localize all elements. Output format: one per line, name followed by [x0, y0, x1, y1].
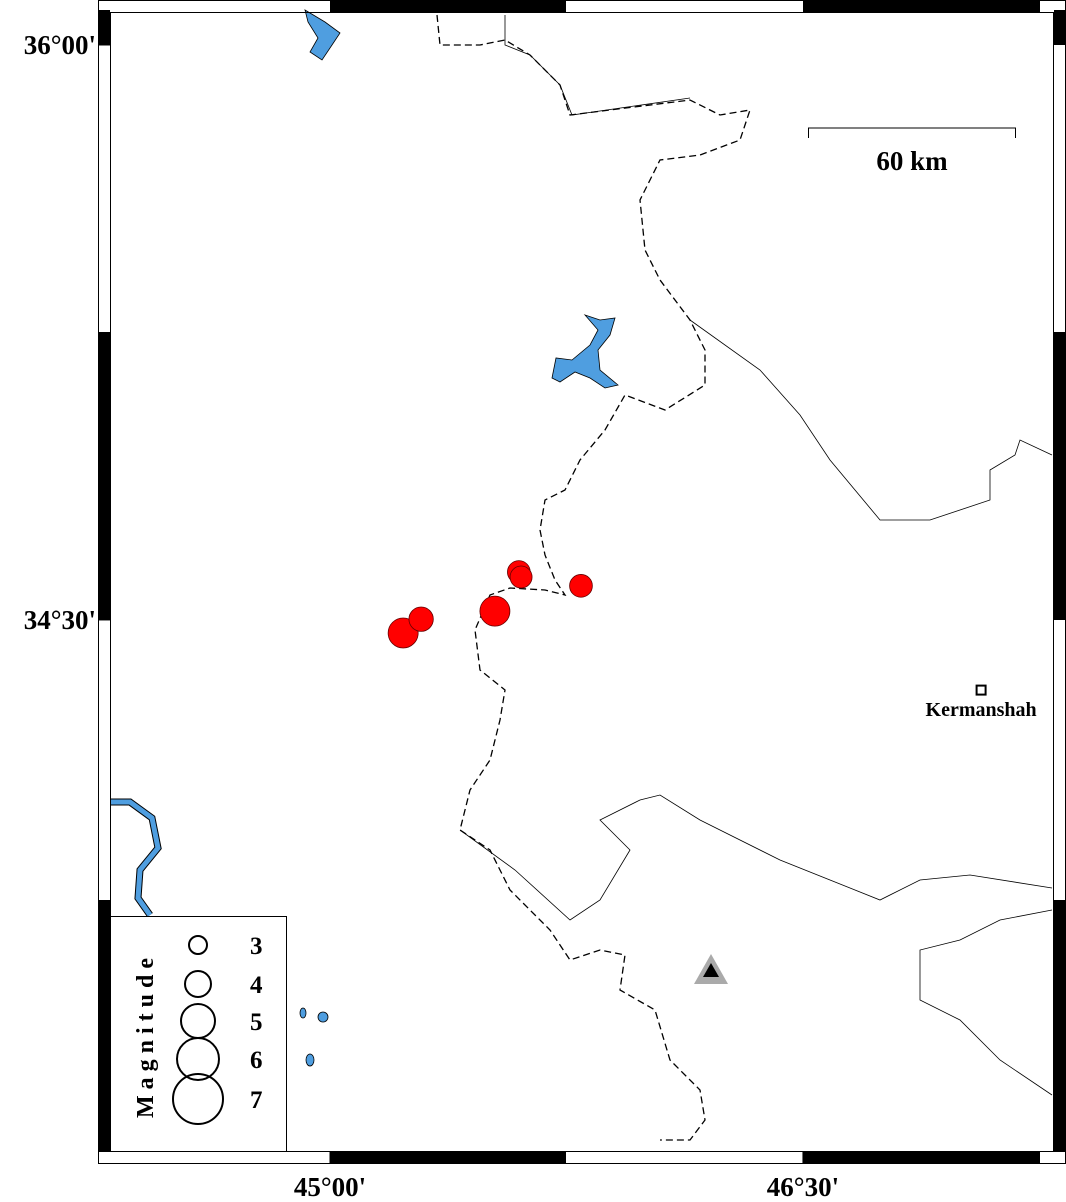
frame-bar	[330, 1152, 566, 1163]
lon-label: 46°30'	[767, 1172, 839, 1202]
frame-bar	[1054, 332, 1065, 620]
earthquake	[569, 574, 593, 598]
legend-label: 6	[250, 1047, 263, 1074]
frame-bar	[803, 1, 1040, 12]
legend-label: 5	[250, 1009, 263, 1036]
frame-bar	[99, 900, 110, 1152]
legend-title: Magnitude	[133, 952, 159, 1118]
city-marker	[975, 684, 987, 696]
frame-bar	[99, 332, 110, 620]
lake	[304, 9, 341, 61]
province-border	[919, 909, 1053, 1096]
earthquake	[509, 565, 533, 589]
lake	[317, 1011, 329, 1023]
legend-label: 7	[250, 1087, 263, 1114]
province-border	[689, 319, 1053, 521]
legend-circle	[176, 1037, 220, 1081]
frame-bar	[1054, 10, 1065, 45]
country-border	[436, 14, 751, 1141]
lon-label: 45°00'	[294, 1172, 366, 1202]
legend-label: 3	[250, 933, 263, 960]
river	[110, 799, 161, 917]
lake	[551, 314, 619, 389]
frame-bar	[1054, 900, 1065, 1152]
scale-label: 60 km	[876, 146, 948, 176]
frame-bar	[803, 1152, 1040, 1163]
legend-circle	[188, 935, 208, 955]
earthquake	[408, 606, 434, 632]
station	[703, 963, 719, 977]
legend-circle	[184, 970, 212, 998]
province-border	[459, 794, 1053, 921]
earthquake	[479, 595, 511, 627]
lat-label: 34°30'	[24, 605, 96, 635]
legend-circle	[172, 1073, 224, 1125]
lake	[305, 1053, 315, 1067]
legend-label: 4	[250, 972, 263, 999]
frame-bar	[330, 1, 566, 12]
frame	[110, 12, 1054, 1152]
city-label: Kermanshah	[926, 699, 1037, 721]
frame-bar	[99, 10, 110, 45]
province-border	[504, 15, 691, 116]
lat-label: 36°00'	[24, 30, 96, 60]
lake	[299, 1007, 307, 1019]
